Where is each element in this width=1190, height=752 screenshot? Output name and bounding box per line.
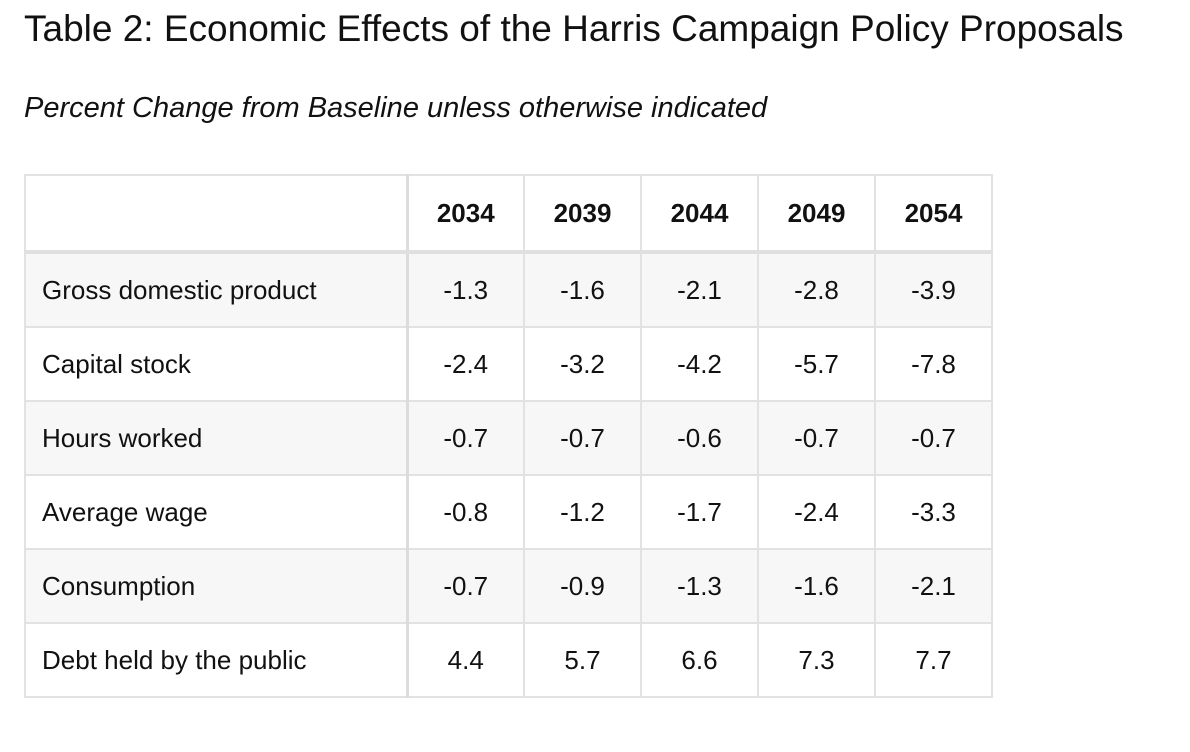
value-cell: -5.7: [757, 326, 876, 402]
table-row: Capital stock -2.4 -3.2 -4.2 -5.7 -7.8: [24, 326, 993, 402]
year-header: 2034: [406, 174, 525, 253]
economic-effects-table: 2034 2039 2044 2049 2054 Gross domestic …: [24, 174, 993, 698]
value-cell: -3.9: [874, 251, 993, 328]
year-header: 2044: [640, 174, 759, 253]
row-label: Debt held by the public: [24, 622, 409, 698]
year-header: 2049: [757, 174, 876, 253]
value-cell: -1.3: [640, 548, 759, 624]
header-row: 2034 2039 2044 2049 2054: [24, 174, 993, 253]
value-cell: -0.7: [523, 400, 642, 476]
value-cell: -0.7: [874, 400, 993, 476]
value-cell: -0.7: [406, 548, 525, 624]
value-cell: 7.7: [874, 622, 993, 698]
year-header: 2039: [523, 174, 642, 253]
value-cell: -0.8: [406, 474, 525, 550]
value-cell: 4.4: [406, 622, 525, 698]
row-label: Capital stock: [24, 326, 409, 402]
row-label: Average wage: [24, 474, 409, 550]
value-cell: -1.6: [523, 251, 642, 328]
value-cell: -3.3: [874, 474, 993, 550]
value-cell: 5.7: [523, 622, 642, 698]
value-cell: -4.2: [640, 326, 759, 402]
row-label: Gross domestic product: [24, 251, 409, 328]
year-header: 2054: [874, 174, 993, 253]
value-cell: -7.8: [874, 326, 993, 402]
value-cell: -2.4: [757, 474, 876, 550]
value-cell: -2.8: [757, 251, 876, 328]
row-label: Hours worked: [24, 400, 409, 476]
table-subtitle: Percent Change from Baseline unless othe…: [24, 92, 768, 124]
value-cell: -2.1: [640, 251, 759, 328]
table-row: Consumption -0.7 -0.9 -1.3 -1.6 -2.1: [24, 548, 993, 624]
value-cell: -2.4: [406, 326, 525, 402]
value-cell: -1.7: [640, 474, 759, 550]
table-title: Table 2: Economic Effects of the Harris …: [24, 8, 1124, 49]
value-cell: -0.7: [757, 400, 876, 476]
table-row: Average wage -0.8 -1.2 -1.7 -2.4 -3.3: [24, 474, 993, 550]
value-cell: -1.3: [406, 251, 525, 328]
value-cell: -0.6: [640, 400, 759, 476]
table-row: Gross domestic product -1.3 -1.6 -2.1 -2…: [24, 251, 993, 328]
value-cell: -2.1: [874, 548, 993, 624]
table-row: Debt held by the public 4.4 5.7 6.6 7.3 …: [24, 622, 993, 698]
value-cell: -1.6: [757, 548, 876, 624]
value-cell: -0.7: [406, 400, 525, 476]
value-cell: -3.2: [523, 326, 642, 402]
value-cell: -0.9: [523, 548, 642, 624]
row-label: Consumption: [24, 548, 409, 624]
value-cell: 7.3: [757, 622, 876, 698]
value-cell: 6.6: [640, 622, 759, 698]
value-cell: -1.2: [523, 474, 642, 550]
header-corner-cell: [24, 174, 409, 253]
table-row: Hours worked -0.7 -0.7 -0.6 -0.7 -0.7: [24, 400, 993, 476]
